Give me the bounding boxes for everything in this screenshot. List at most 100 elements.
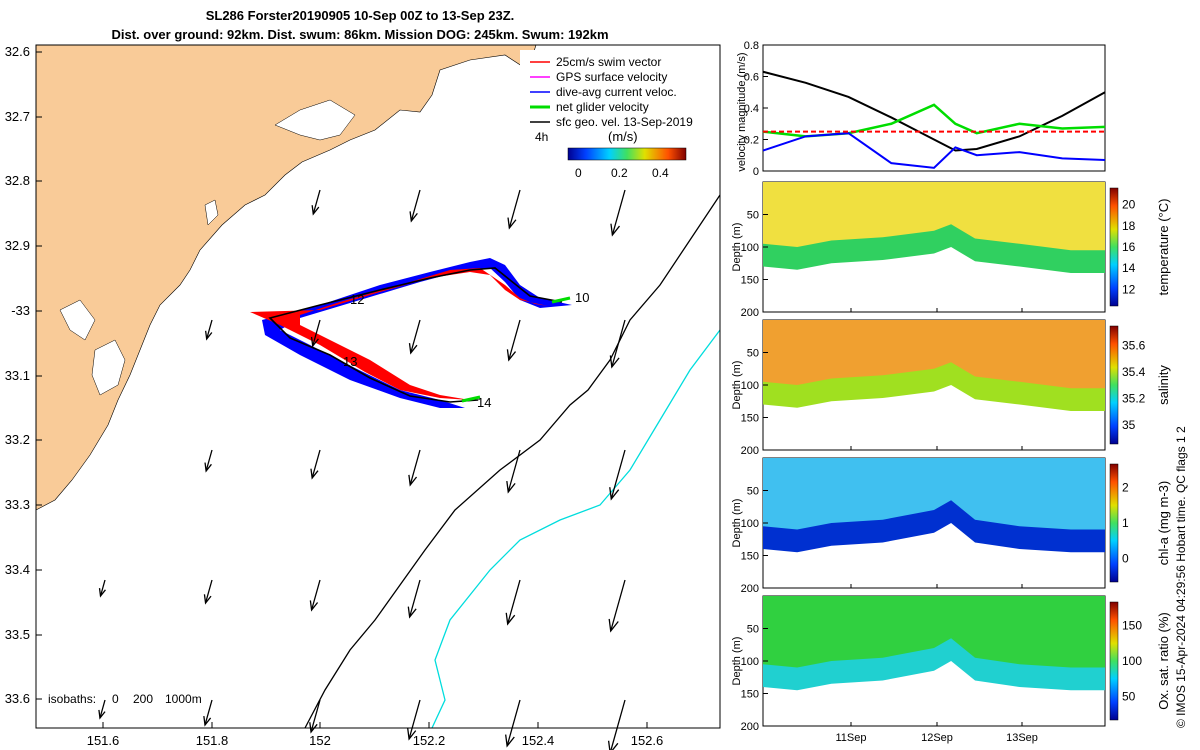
isobath-value: 1000m: [165, 692, 202, 706]
current-arrow-head: [309, 600, 319, 612]
lagoon: [204, 199, 219, 226]
velocity-ytick-label: 0: [753, 166, 759, 178]
lon-tick-label: 152.4: [522, 733, 555, 748]
dive-avg-current-band: [262, 258, 572, 408]
section-colorbar: [1109, 187, 1119, 307]
velocity-ylabel: velocity magnitude (m/s): [736, 52, 748, 171]
lon-tick-label: 151.8: [196, 733, 229, 748]
longitude-ticks: 151.6 151.8 152 152.2 152.4 152.6: [87, 722, 664, 748]
depth-tick-label: 50: [747, 486, 759, 498]
current-arrow: [610, 579, 626, 632]
colorbar-tick: 0: [575, 166, 582, 180]
colorbar-label: salinity: [1156, 365, 1171, 405]
lat-tick-label: 33.4: [5, 562, 30, 577]
lat-tick-label: 32.9: [5, 238, 30, 253]
current-arrow-head: [408, 343, 418, 355]
current-arrow-head: [204, 330, 213, 341]
lagoon: [274, 99, 356, 141]
colorbar-tick-label: 1: [1122, 516, 1129, 530]
legend-item: net glider velocity: [556, 100, 649, 114]
lat-tick-label: 33.2: [5, 432, 30, 447]
depth-tick-label: 150: [741, 551, 759, 563]
current-arrow: [611, 189, 626, 236]
current-arrow: [205, 449, 213, 472]
isobath-200m: [304, 194, 721, 729]
current-arrow-head: [505, 612, 516, 626]
geostrophic-arrows: [98, 189, 626, 750]
current-arrow: [508, 189, 521, 229]
net-glider-velocity-mark: [551, 296, 571, 304]
legend-item: GPS surface velocity: [556, 70, 667, 84]
legend-item: dive-avg current veloc.: [556, 85, 677, 99]
section-colorbar: [1109, 325, 1119, 445]
current-arrow: [507, 579, 521, 625]
current-arrow: [206, 319, 213, 340]
colorbar-tick-label: 0: [1122, 551, 1129, 565]
legend-interval: 4h: [535, 130, 548, 144]
current-arrow-head: [609, 487, 620, 501]
depth-tick-label: 200: [741, 721, 759, 733]
lat-tick-label: 32.7: [5, 109, 30, 124]
depth-tick-label: 200: [741, 307, 759, 319]
net-glider-velocity-mark: [461, 395, 481, 403]
legend-item: sfc geo. vel. 13-Sep-2019: [556, 115, 693, 129]
lat-tick-label: 33.1: [5, 368, 30, 383]
depth-tick-label: 50: [747, 624, 759, 636]
current-arrow-head: [204, 462, 212, 473]
lagoon: [91, 339, 126, 396]
depth-tick-label: 100: [741, 518, 759, 530]
depth-tick-label: 50: [747, 348, 759, 360]
colorbar-tick-label: 150: [1122, 619, 1142, 633]
current-arrow-head: [98, 709, 106, 720]
velocity-series-line: [762, 132, 1106, 169]
depth-label: Depth (m): [731, 223, 743, 272]
current-arrow-head: [310, 468, 319, 480]
day-label: 13: [343, 354, 357, 369]
current-arrow-head: [608, 618, 619, 633]
current-arrow-head: [507, 217, 517, 230]
swim-vector-band: [250, 268, 548, 400]
current-arrow: [310, 699, 321, 733]
latitude-ticks: 32.6 32.7 32.8 32.9 -33 33.1 33.2 33.3 33.4 33.5 3…: [5, 44, 42, 706]
velocity-ytick-label: 0.4: [744, 103, 759, 115]
colorbar-label: temperature (°C): [1156, 199, 1171, 296]
depth-tick-label: 150: [741, 413, 759, 425]
current-arrow: [99, 699, 106, 719]
isobath-value: 0: [112, 692, 119, 706]
current-arrow: [508, 319, 521, 361]
time-tick-label: 11Sep: [836, 732, 867, 744]
current-arrow: [611, 319, 626, 368]
current-arrow: [311, 449, 321, 479]
glider-track: [268, 267, 563, 403]
colorbar-tick-label: 18: [1122, 219, 1136, 233]
current-arrow-head: [610, 223, 621, 237]
credit-text: © IMOS 15-Apr-2024 04:29:56 Hobart time.…: [1174, 426, 1188, 728]
colorbar-tick-label: 16: [1122, 240, 1136, 254]
isobath-label: isobaths:: [48, 692, 96, 706]
colorbar-tick-label: 35.4: [1122, 365, 1146, 379]
current-arrow-head: [310, 336, 319, 348]
velocity-ytick-label: 0.6: [744, 72, 759, 84]
lat-tick-label: 32.8: [5, 173, 30, 188]
lon-tick-label: 152.6: [631, 733, 664, 748]
current-arrow-head: [98, 588, 106, 598]
current-arrow-head: [607, 740, 619, 750]
section-colorbar: [1109, 463, 1119, 583]
current-arrow: [610, 699, 626, 750]
colorbar-tick: 0.4: [652, 166, 669, 180]
lat-tick-label: 32.6: [5, 44, 30, 59]
current-arrow: [610, 449, 626, 500]
depth-tick-label: 200: [741, 445, 759, 457]
current-arrow: [312, 319, 321, 347]
depth-tick-label: 150: [741, 689, 759, 701]
lagoon: [59, 299, 96, 341]
map-frame: [35, 44, 721, 729]
colorbar-tick-label: 50: [1122, 689, 1136, 703]
lat-tick-label: 33.3: [5, 497, 30, 512]
colorbar-tick-label: 2: [1122, 481, 1129, 495]
current-arrow: [204, 579, 213, 604]
velocity-ytick-label: 0.2: [744, 135, 759, 147]
current-arrow-head: [309, 722, 318, 734]
lon-tick-label: 151.6: [87, 733, 120, 748]
